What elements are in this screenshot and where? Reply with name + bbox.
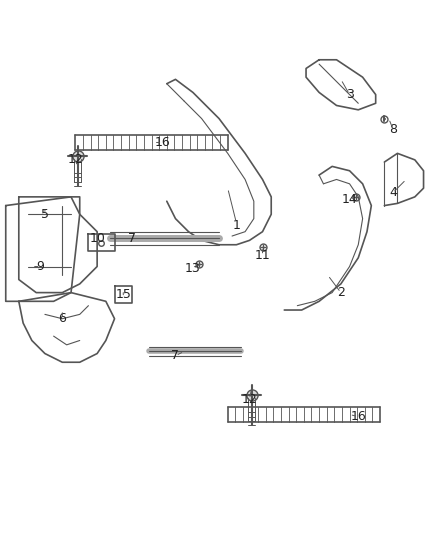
Text: 5: 5 [41,208,49,221]
Text: 11: 11 [254,249,270,262]
Text: 16: 16 [155,136,170,149]
Text: 14: 14 [342,192,357,206]
Text: 13: 13 [185,262,201,275]
Text: 16: 16 [350,410,366,423]
Text: 6: 6 [58,312,66,325]
Text: 2: 2 [337,286,345,299]
Text: 9: 9 [37,260,45,273]
Text: 12: 12 [67,154,83,166]
Text: 1: 1 [233,219,240,232]
Text: 12: 12 [242,393,258,406]
Text: 8: 8 [389,123,397,136]
Text: 15: 15 [115,288,131,301]
Text: 10: 10 [89,232,105,245]
Text: 3: 3 [346,88,353,101]
Text: 7: 7 [172,349,180,362]
Text: 4: 4 [389,186,397,199]
Text: 7: 7 [128,232,136,245]
